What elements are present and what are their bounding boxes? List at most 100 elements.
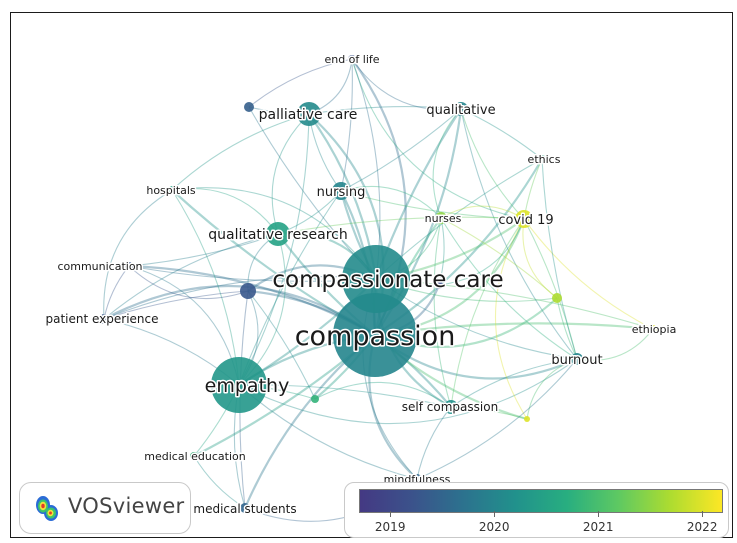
- node-u2[interactable]: [244, 102, 254, 112]
- network-link: [438, 217, 445, 286]
- label-communication[interactable]: communication: [56, 259, 144, 275]
- network-link: [193, 455, 246, 509]
- network-link: [103, 276, 377, 320]
- network-link: [522, 218, 558, 299]
- legend-tick-label: 2022: [686, 520, 718, 534]
- node-medical-education[interactable]: [190, 452, 198, 460]
- legend-tick-label: 2021: [582, 520, 614, 534]
- network-link: [128, 265, 249, 300]
- node-u5[interactable]: [524, 416, 530, 422]
- label-compassionate-care[interactable]: compassionate care: [271, 266, 505, 295]
- node-medical-students[interactable]: [240, 503, 250, 513]
- network-link: [450, 218, 525, 408]
- label-compassion[interactable]: compassion: [293, 320, 457, 354]
- legend-gradient-bar: [359, 489, 723, 513]
- network-link: [128, 233, 279, 267]
- node-self-compassion[interactable]: [444, 400, 458, 414]
- network-nodes: [99, 55, 657, 513]
- network-link: [340, 190, 525, 220]
- label-medical-students[interactable]: medical students: [192, 501, 298, 518]
- network-link: [340, 58, 353, 192]
- node-empathy[interactable]: [211, 357, 267, 413]
- network-link: [523, 218, 654, 330]
- network-link: [238, 358, 578, 425]
- network-link: [103, 189, 173, 320]
- node-patient-experience[interactable]: [99, 314, 109, 324]
- node-u6[interactable]: [435, 281, 443, 289]
- network-link: [103, 265, 130, 320]
- network-link: [351, 58, 462, 111]
- network-link: [541, 158, 578, 360]
- label-end-of-life[interactable]: end of life: [323, 52, 381, 68]
- network-link: [351, 58, 525, 220]
- node-hospitals[interactable]: [168, 186, 176, 194]
- network-link: [416, 406, 452, 480]
- network-labels: compassion compassionate care empathy palli…: [44, 52, 678, 518]
- legend-tick: [494, 511, 496, 517]
- network-link: [460, 108, 543, 160]
- node-qualitative-research[interactable]: [266, 222, 290, 246]
- network-canvas[interactable]: compassion compassionate care empathy palli…: [10, 12, 733, 538]
- network-link: [271, 113, 310, 235]
- node-palliative-care[interactable]: [297, 102, 321, 126]
- label-nurses[interactable]: nurses: [423, 211, 463, 227]
- network-link: [576, 328, 654, 361]
- node-ethics[interactable]: [538, 155, 546, 163]
- vosviewer-heatmap-icon: [36, 496, 58, 521]
- network-link: [308, 106, 462, 115]
- network-link: [450, 406, 528, 420]
- node-nursing[interactable]: [332, 182, 350, 200]
- label-self-compassion[interactable]: self compassion: [400, 399, 499, 416]
- label-medical-education[interactable]: medical education: [143, 449, 247, 465]
- label-nursing[interactable]: nursing: [315, 184, 367, 202]
- network-link: [494, 218, 528, 420]
- network-link: [247, 290, 316, 400]
- network-link: [308, 113, 342, 192]
- node-compassion[interactable]: [333, 293, 417, 377]
- network-link: [238, 113, 310, 386]
- label-hospitals[interactable]: hospitals: [145, 183, 198, 199]
- network-link: [440, 217, 558, 299]
- network-link: [526, 358, 578, 420]
- network-link: [416, 358, 578, 480]
- label-burnout[interactable]: burnout: [550, 352, 604, 370]
- network-link: [171, 113, 310, 191]
- label-ethics[interactable]: ethics: [526, 152, 562, 168]
- node-ethiopia[interactable]: [649, 325, 657, 333]
- year-color-legend: 2019 2020 2021 2022: [344, 482, 729, 538]
- vosviewer-logo: VOSviewer: [19, 482, 191, 534]
- node-communication[interactable]: [125, 262, 133, 270]
- node-end-of-life[interactable]: [348, 55, 356, 63]
- network-link: [340, 108, 462, 192]
- label-empathy[interactable]: empathy: [203, 374, 291, 399]
- network-link: [450, 358, 578, 408]
- node-compassionate-care[interactable]: [342, 245, 410, 313]
- node-covid-19[interactable]: [515, 210, 533, 228]
- network-link: [248, 58, 353, 108]
- label-qualitative-research[interactable]: qualitative research: [207, 226, 349, 245]
- label-ethiopia[interactable]: ethiopia: [630, 322, 678, 338]
- label-qualitative[interactable]: qualitative: [425, 102, 497, 120]
- network-link: [171, 187, 279, 235]
- network-link: [433, 217, 452, 408]
- node-u1[interactable]: [240, 283, 256, 299]
- network-link: [438, 218, 525, 286]
- label-patient-experience[interactable]: patient experience: [44, 311, 160, 328]
- legend-tick: [390, 511, 392, 517]
- node-u3[interactable]: [552, 293, 562, 303]
- node-mindfulness[interactable]: [412, 474, 422, 484]
- network-link: [523, 218, 578, 360]
- network-link: [277, 216, 525, 235]
- co-occurrence-network: compassion compassionate care empathy palli…: [44, 52, 678, 522]
- legend-tick-label: 2020: [478, 520, 510, 534]
- node-burnout[interactable]: [571, 353, 583, 365]
- node-qualitative[interactable]: [454, 102, 468, 116]
- label-palliative-care[interactable]: palliative care: [257, 106, 359, 125]
- node-nurses[interactable]: [435, 212, 447, 224]
- node-u4[interactable]: [311, 395, 319, 403]
- network-link: [460, 108, 525, 220]
- label-covid-19[interactable]: covid 19: [497, 212, 555, 230]
- network-link: [103, 233, 279, 320]
- network-link: [375, 278, 654, 330]
- logo-text: VOSviewer: [68, 494, 185, 518]
